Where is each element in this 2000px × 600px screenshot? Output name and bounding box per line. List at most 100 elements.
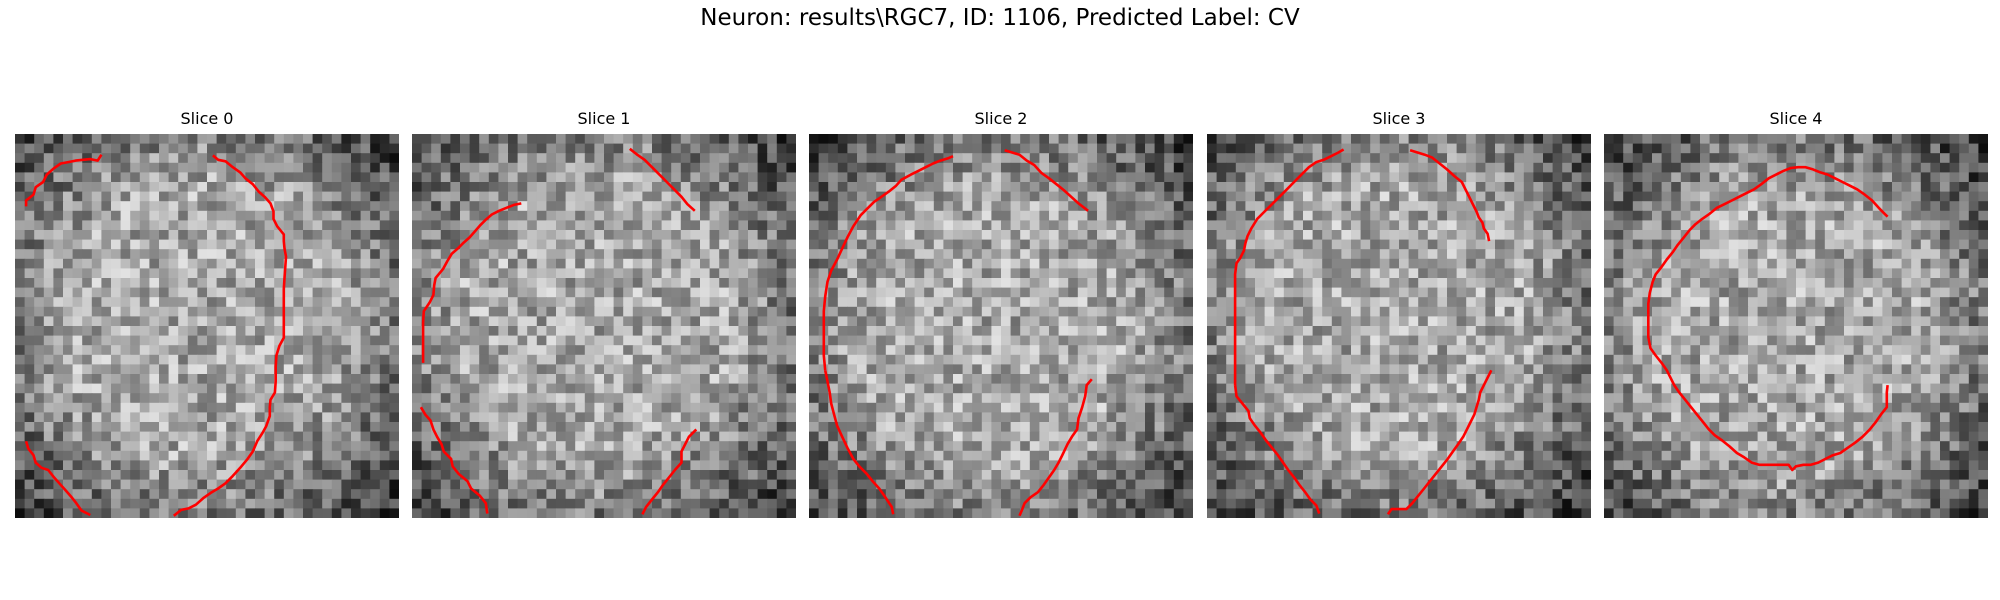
pixel-cell	[556, 210, 567, 221]
pixel-cell	[584, 450, 595, 461]
pixel-cell	[1331, 172, 1342, 183]
pixel-cell	[1183, 191, 1193, 202]
pixel-cell	[341, 143, 352, 154]
pixel-cell	[885, 422, 896, 433]
pixel-cell	[341, 374, 352, 385]
pixel-cell	[360, 316, 371, 327]
pixel-cell	[719, 297, 730, 308]
pixel-cell	[370, 143, 381, 154]
pixel-cell	[584, 182, 595, 193]
pixel-cell	[255, 412, 266, 423]
pixel-cell	[857, 422, 868, 433]
pixel-cell	[895, 153, 906, 164]
pixel-cell	[709, 508, 720, 518]
pixel-cell	[168, 364, 179, 375]
pixel-cell	[226, 412, 237, 423]
pixel-cell	[680, 297, 691, 308]
pixel-cell	[43, 393, 54, 404]
pixel-cell	[216, 316, 227, 327]
pixel-cell	[149, 210, 160, 221]
pixel-cell	[1183, 249, 1193, 260]
pixel-cell	[556, 230, 567, 241]
pixel-cell	[197, 201, 208, 212]
pixel-cell	[312, 297, 323, 308]
pixel-cell	[1001, 489, 1012, 500]
contour-line	[172, 154, 288, 517]
pixel-cell	[584, 201, 595, 212]
pixel-cell	[34, 354, 45, 365]
pixel-cell	[351, 172, 362, 183]
pixel-cell	[594, 383, 605, 394]
pixel-cell	[786, 326, 796, 337]
pixel-cell	[661, 345, 672, 356]
pixel-cell	[1020, 383, 1031, 394]
pixel-cell	[876, 479, 887, 490]
pixel-cell	[479, 210, 490, 221]
pixel-cell	[517, 134, 528, 145]
pixel-cell	[450, 153, 461, 164]
pixel-cell	[1029, 335, 1040, 346]
pixel-cell	[1097, 249, 1108, 260]
pixel-cell	[623, 422, 634, 433]
pixel-cell	[517, 470, 528, 481]
pixel-cell	[431, 278, 442, 289]
pixel-cell	[139, 162, 150, 173]
pixel-cell	[24, 364, 35, 375]
pixel-cell	[293, 162, 304, 173]
pixel-cell	[187, 172, 198, 183]
pixel-cell	[933, 412, 944, 423]
pixel-cell	[460, 153, 471, 164]
pixel-cell	[905, 210, 916, 221]
pixel-cell	[962, 450, 973, 461]
pixel-cell	[786, 191, 796, 202]
pixel-cell	[527, 431, 538, 442]
pixel-cell	[63, 412, 74, 423]
pixel-cell	[517, 230, 528, 241]
pixel-cell	[584, 374, 595, 385]
pixel-cell	[82, 182, 93, 193]
pixel-cell	[1504, 162, 1515, 173]
pixel-cell	[661, 258, 672, 269]
pixel-cell	[905, 498, 916, 509]
pixel-cell	[479, 134, 490, 145]
pixel-cell	[101, 441, 112, 452]
pixel-cell	[991, 354, 1002, 365]
pixel-cell	[728, 335, 739, 346]
pixel-cell	[130, 393, 141, 404]
pixel-cell	[235, 412, 246, 423]
pixel-cell	[565, 287, 576, 298]
pixel-cell	[847, 268, 858, 279]
pixel-cell	[885, 191, 896, 202]
pixel-cell	[1010, 374, 1021, 385]
pixel-cell	[412, 172, 423, 183]
pixel-cell	[34, 422, 45, 433]
pixel-cell	[652, 450, 663, 461]
pixel-cell	[991, 383, 1002, 394]
pixel-cell	[101, 287, 112, 298]
pixel-cell	[15, 498, 26, 509]
pixel-cell	[421, 431, 432, 442]
pixel-cell	[293, 450, 304, 461]
pixel-cell	[412, 345, 423, 356]
pixel-cell	[322, 460, 333, 471]
pixel-cell	[322, 431, 333, 442]
pixel-cell	[469, 470, 480, 481]
pixel-cell	[604, 441, 615, 452]
pixel-cell	[866, 393, 877, 404]
pixel-cell	[972, 172, 983, 183]
pixel-cell	[709, 354, 720, 365]
pixel-cell	[517, 143, 528, 154]
pixel-cell	[341, 508, 352, 518]
pixel-cell	[1116, 441, 1127, 452]
pixel-cell	[1116, 402, 1127, 413]
pixel-cell	[905, 470, 916, 481]
pixel-cell	[331, 441, 342, 452]
pixel-cell	[312, 402, 323, 413]
pixel-cell	[661, 489, 672, 500]
pixel-cell	[450, 508, 461, 518]
pixel-cell	[322, 441, 333, 452]
pixel-cell	[431, 393, 442, 404]
pixel-cell	[1097, 220, 1108, 231]
pixel-cell	[1135, 498, 1146, 509]
pixel-cell	[207, 153, 218, 164]
